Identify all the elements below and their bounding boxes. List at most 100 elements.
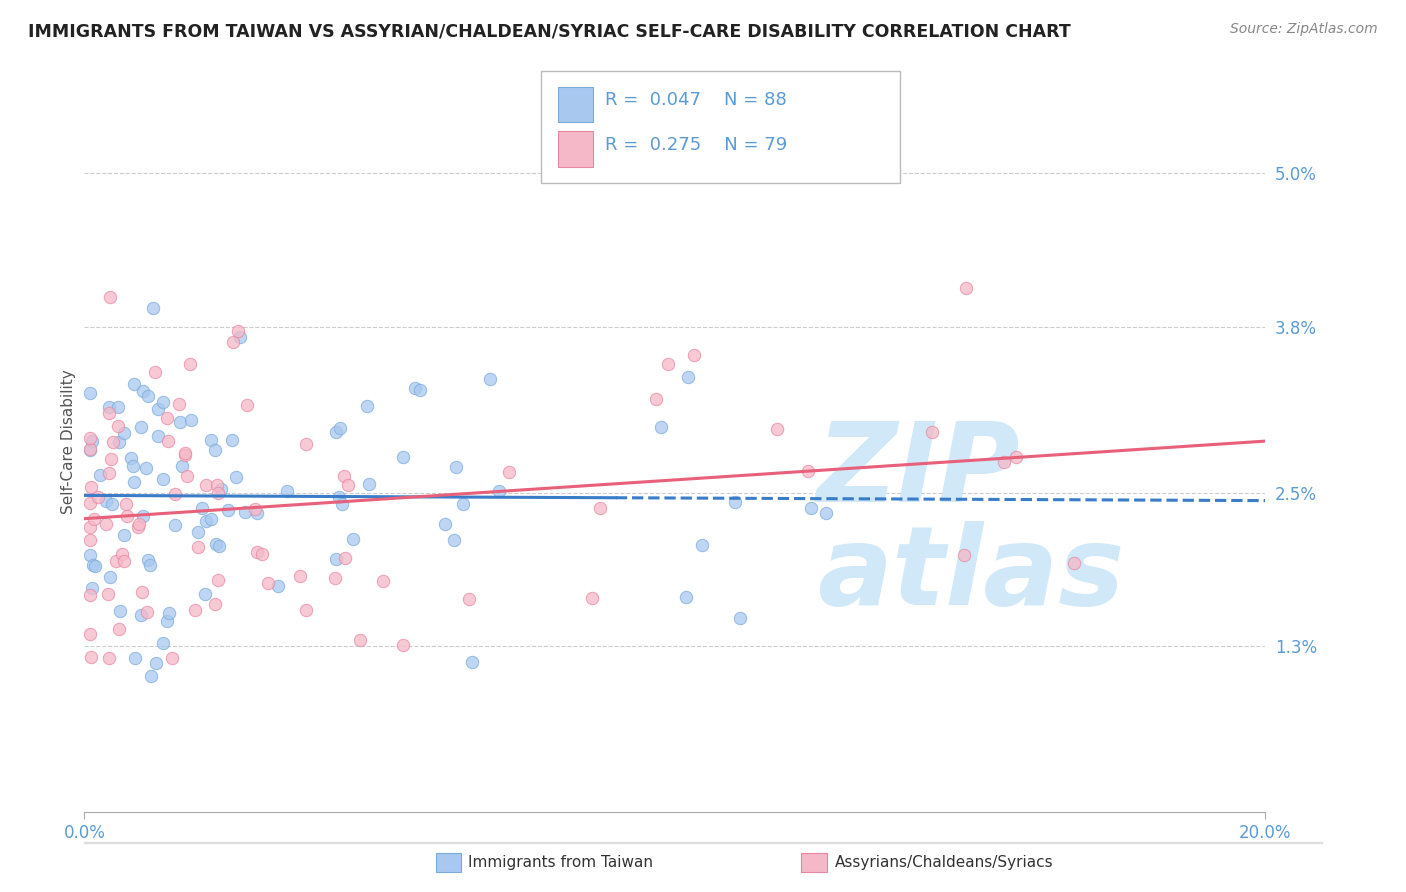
Point [650,419,672,434]
Point [79,443,101,458]
Point [246,545,269,559]
Point [325,551,347,566]
Point [683,348,706,362]
Point [183,603,205,617]
Point [79,533,101,547]
Point [98,466,121,480]
Point [349,633,371,648]
Point [392,450,415,465]
Point [356,399,378,413]
Point [294,602,316,616]
Point [165,486,187,500]
Point [138,558,160,572]
Point [200,512,222,526]
Point [329,421,352,435]
Point [138,389,160,403]
Point [222,335,245,350]
Point [392,639,415,653]
Point [112,426,135,441]
Point [179,357,201,371]
Point [129,607,152,622]
Point [79,386,101,401]
Point [458,591,481,606]
Point [155,410,177,425]
Point [953,549,976,563]
Point [127,520,149,534]
Point [243,502,266,516]
Point [79,495,101,509]
Point [728,611,751,625]
Point [79,520,101,534]
Point [295,437,318,451]
Point [921,425,943,439]
Point [89,468,111,483]
Point [155,615,177,629]
Point [174,446,197,460]
Point [323,571,346,585]
Point [157,606,180,620]
Point [176,469,198,483]
Point [131,508,153,523]
Point [107,419,129,434]
Point [800,500,823,515]
Point [207,485,229,500]
Point [250,547,273,561]
Point [209,482,232,496]
Point [200,433,222,447]
Point [110,604,132,618]
Point [79,627,101,641]
Point [173,448,195,462]
Point [167,397,190,411]
Point [205,478,228,492]
Point [657,357,679,371]
Point [333,468,356,483]
Point [80,434,103,448]
Point [276,483,298,498]
Point [98,651,121,665]
Point [131,420,153,434]
Point [325,425,347,439]
Point [120,451,142,466]
Point [288,569,311,583]
Text: atlas: atlas [817,521,1123,628]
Text: ZIP: ZIP [817,417,1021,524]
Point [256,575,278,590]
Point [187,525,209,540]
Point [815,506,838,520]
Point [993,455,1015,469]
Point [169,415,191,429]
Point [204,443,226,458]
Point [498,465,520,479]
Point [433,516,456,531]
Point [246,506,269,520]
Point [1005,450,1028,465]
Point [94,517,117,532]
Point [145,657,167,671]
Point [146,428,169,442]
Point [479,371,502,385]
Point [108,622,131,636]
Point [79,442,101,456]
Point [208,539,231,553]
Point [112,528,135,542]
Point [83,558,105,573]
Point [357,477,380,491]
Point [142,301,165,316]
Point [724,495,747,509]
Point [170,458,193,473]
Point [107,435,129,450]
Point [225,469,247,483]
Point [111,547,134,561]
Point [132,384,155,398]
Point [101,497,124,511]
Point [187,541,209,555]
Point [1063,556,1085,570]
Point [115,508,138,523]
Point [83,512,105,526]
Point [194,478,217,492]
Point [765,422,787,436]
Point [152,395,174,409]
Text: R =  0.275    N = 79: R = 0.275 N = 79 [605,136,787,153]
Point [121,458,143,473]
Point [337,477,360,491]
